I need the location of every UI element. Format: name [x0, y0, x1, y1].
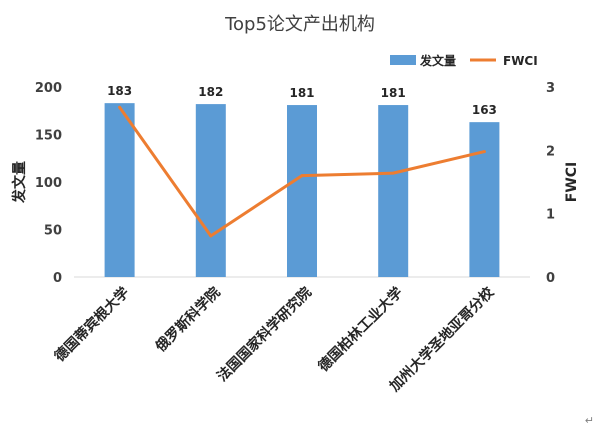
y2-tick-label: 2 — [546, 144, 555, 159]
y2-tick-label: 0 — [546, 271, 555, 286]
bar — [469, 122, 500, 278]
y-axis-title: 发文量 — [11, 161, 28, 204]
data-label: 181 — [381, 86, 406, 100]
paragraph-mark: ↵ — [585, 414, 594, 427]
fwci-series — [118, 105, 486, 238]
y-axis-ticks: 0 50 100 150 200 — [35, 81, 62, 286]
y2-axis-ticks: 0 1 2 3 — [546, 81, 555, 286]
fwci-point — [482, 150, 486, 154]
y-tick-label: 200 — [35, 81, 62, 96]
data-label: 182 — [198, 85, 223, 99]
legend-label-bar: 发文量 — [419, 53, 456, 68]
legend-label-line: FWCI — [503, 54, 538, 68]
category-label: 德国柏林工业大学 — [315, 284, 406, 375]
legend: 发文量 FWCI — [390, 53, 538, 68]
category-label: 德国蒂宾根大学 — [51, 284, 132, 365]
y2-axis-title: FWCI — [564, 162, 580, 203]
data-labels: 183 182 181 181 163 — [107, 84, 497, 117]
y-tick-label: 150 — [35, 129, 62, 144]
bar — [287, 105, 317, 277]
legend-swatch-bar — [390, 55, 416, 65]
bar — [195, 104, 226, 277]
fwci-point — [300, 174, 304, 178]
data-label: 163 — [472, 103, 497, 117]
y-tick-label: 100 — [35, 176, 62, 191]
fwci-point — [209, 234, 213, 238]
data-label: 181 — [289, 86, 314, 100]
fwci-point — [118, 105, 122, 109]
data-label: 183 — [107, 84, 132, 98]
y-tick-label: 50 — [44, 224, 62, 239]
category-label: 加州大学圣地亚哥分校 — [386, 283, 498, 395]
bar — [378, 105, 409, 277]
y2-tick-label: 3 — [546, 81, 555, 96]
category-label: 法国国家科学研究院 — [214, 284, 315, 385]
bar — [104, 103, 135, 278]
fwci-point — [391, 171, 395, 175]
y2-tick-label: 1 — [546, 208, 555, 223]
chart-title: Top5论文产出机构 — [224, 14, 375, 35]
category-label: 俄罗斯科学院 — [152, 284, 224, 356]
bar-series — [104, 103, 500, 278]
y-tick-label: 0 — [53, 271, 62, 286]
